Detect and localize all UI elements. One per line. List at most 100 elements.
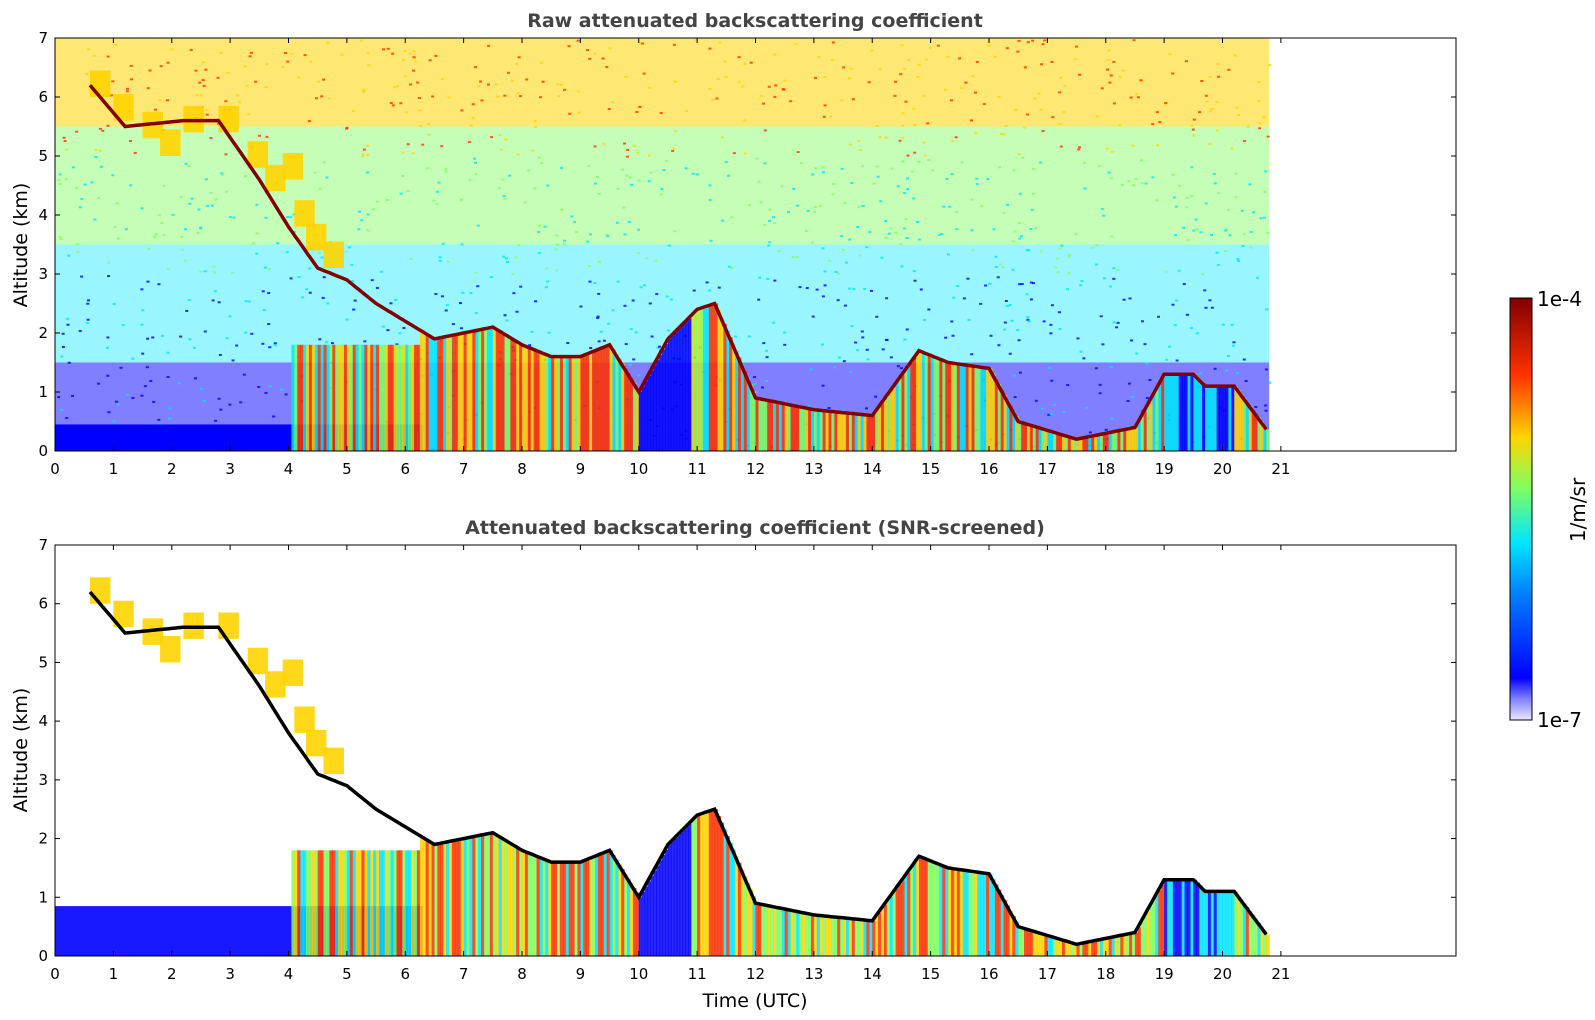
column-cell: [609, 850, 614, 956]
noise-speckle: [1106, 59, 1110, 62]
column-cell: [737, 862, 742, 956]
y-tick-label: 7: [38, 536, 48, 554]
noise-speckle: [1256, 276, 1260, 279]
noise-speckle: [1025, 293, 1029, 296]
column-cell: [635, 892, 640, 956]
y-tick-label: 7: [38, 29, 48, 47]
column-cell: [1105, 938, 1110, 956]
noise-speckle: [1248, 183, 1252, 186]
noise-speckle: [216, 76, 220, 79]
column-cell: [559, 356, 564, 451]
noise-speckle: [954, 136, 958, 139]
x-tick-label: 16: [979, 460, 998, 478]
noise-speckle: [771, 321, 775, 324]
noise-speckle: [214, 198, 218, 201]
noise-speckle: [1112, 102, 1116, 105]
x-tick-label: 18: [1096, 965, 1115, 983]
noise-speckle: [938, 233, 942, 236]
noise-speckle: [922, 318, 926, 321]
column-cell: [370, 850, 374, 956]
noise-speckle: [257, 385, 261, 388]
column-cell: [924, 858, 929, 956]
column-cell: [843, 412, 847, 451]
raw-backscatter-panel: Raw attenuated backscattering coefficien…: [10, 10, 1457, 478]
noise-speckle: [596, 315, 600, 318]
column-cell: [787, 404, 792, 451]
column-cell: [953, 868, 958, 956]
noise-speckle: [489, 275, 493, 278]
column-cell: [837, 917, 841, 956]
x-tick-label: 2: [167, 965, 177, 983]
noise-speckle: [611, 309, 615, 312]
noise-speckle: [768, 219, 772, 222]
column-cell: [454, 334, 459, 451]
noise-speckle: [715, 97, 719, 100]
column-cell: [711, 304, 716, 451]
noise-speckle: [351, 280, 355, 283]
noise-speckle: [416, 81, 420, 84]
noise-speckle: [523, 201, 527, 204]
noise-speckle: [121, 324, 125, 327]
noise-speckle: [760, 94, 764, 97]
noise-speckle: [471, 103, 475, 106]
column-cell: [930, 355, 935, 451]
noise-speckle: [1066, 288, 1070, 291]
noise-speckle: [857, 206, 861, 209]
column-cell: [799, 406, 803, 451]
column-cell: [860, 919, 865, 956]
noise-speckle: [1129, 96, 1133, 99]
noise-speckle: [67, 361, 71, 364]
noise-speckle: [958, 57, 962, 60]
noise-speckle: [586, 240, 590, 243]
noise-speckle: [445, 304, 449, 307]
column-cell: [959, 364, 964, 451]
column-cell: [933, 356, 938, 451]
noise-speckle: [413, 60, 417, 63]
noise-speckle: [190, 197, 194, 200]
noise-speckle: [874, 395, 878, 398]
noise-speckle: [426, 167, 430, 170]
column-cell: [881, 403, 885, 451]
noise-speckle: [1234, 196, 1238, 199]
noise-speckle: [1204, 94, 1208, 97]
noise-speckle: [996, 276, 1000, 279]
column-cell: [1137, 422, 1142, 451]
noise-speckle: [115, 202, 119, 205]
noise-speckle: [748, 204, 752, 207]
noise-speckle: [669, 298, 673, 301]
noise-speckle: [60, 355, 64, 358]
noise-speckle: [822, 115, 826, 118]
noise-speckle: [743, 119, 747, 122]
noise-speckle: [869, 289, 873, 292]
noise-speckle: [1242, 358, 1246, 361]
column-cell: [1117, 936, 1121, 956]
noise-speckle: [1005, 305, 1009, 308]
column-cell: [1228, 386, 1232, 451]
column-cell: [1120, 430, 1124, 451]
noise-speckle: [504, 257, 508, 260]
column-cell: [907, 872, 911, 956]
column-cell: [291, 850, 295, 956]
noise-speckle: [1062, 111, 1066, 114]
column-cell: [1140, 416, 1145, 451]
noise-speckle: [723, 60, 727, 63]
noise-speckle: [539, 96, 543, 99]
noise-speckle: [866, 358, 870, 361]
noise-speckle: [1109, 177, 1113, 180]
noise-speckle: [964, 81, 968, 84]
column-cell: [1021, 927, 1025, 956]
noise-speckle: [202, 84, 206, 87]
column-cell: [951, 362, 955, 451]
column-cell: [306, 850, 310, 956]
noise-speckle: [235, 344, 239, 347]
noise-speckle: [956, 285, 960, 288]
column-cell: [533, 855, 538, 956]
noise-speckle: [160, 221, 164, 224]
column-cell: [810, 409, 815, 451]
column-cell: [676, 330, 681, 451]
noise-speckle: [716, 77, 720, 80]
noise-speckle: [1058, 122, 1062, 125]
noise-speckle: [1049, 413, 1053, 416]
noise-speckle: [267, 323, 271, 326]
noise-speckle: [202, 61, 206, 64]
